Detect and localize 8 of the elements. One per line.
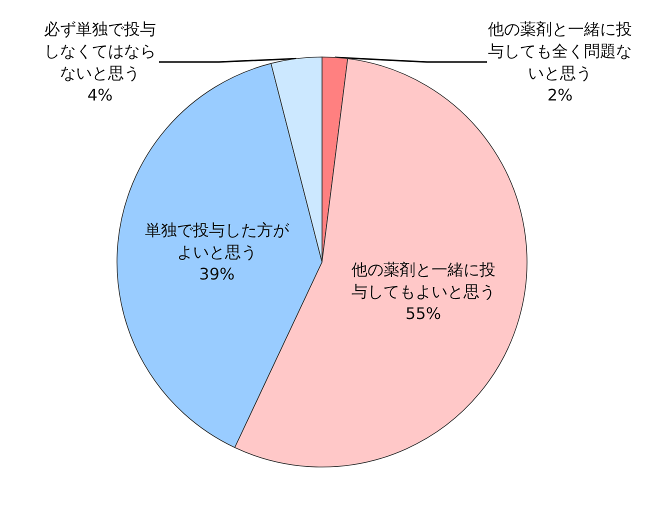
data-label: 4% — [87, 86, 113, 104]
slice-label: 単独で投与した方がよいと思う — [144, 220, 290, 262]
slice-label: 他の薬剤と一緒に投与しても全く問題ないと思う — [488, 20, 632, 82]
slice-label: 他の薬剤と一緒に投与してもよいと思う — [351, 260, 496, 301]
slice-label: 必ず単独で投与しなくてはならないと思う — [44, 20, 156, 82]
data-label: 55% — [406, 304, 442, 323]
data-label: 39% — [199, 264, 235, 284]
data-label: 2% — [547, 86, 573, 104]
